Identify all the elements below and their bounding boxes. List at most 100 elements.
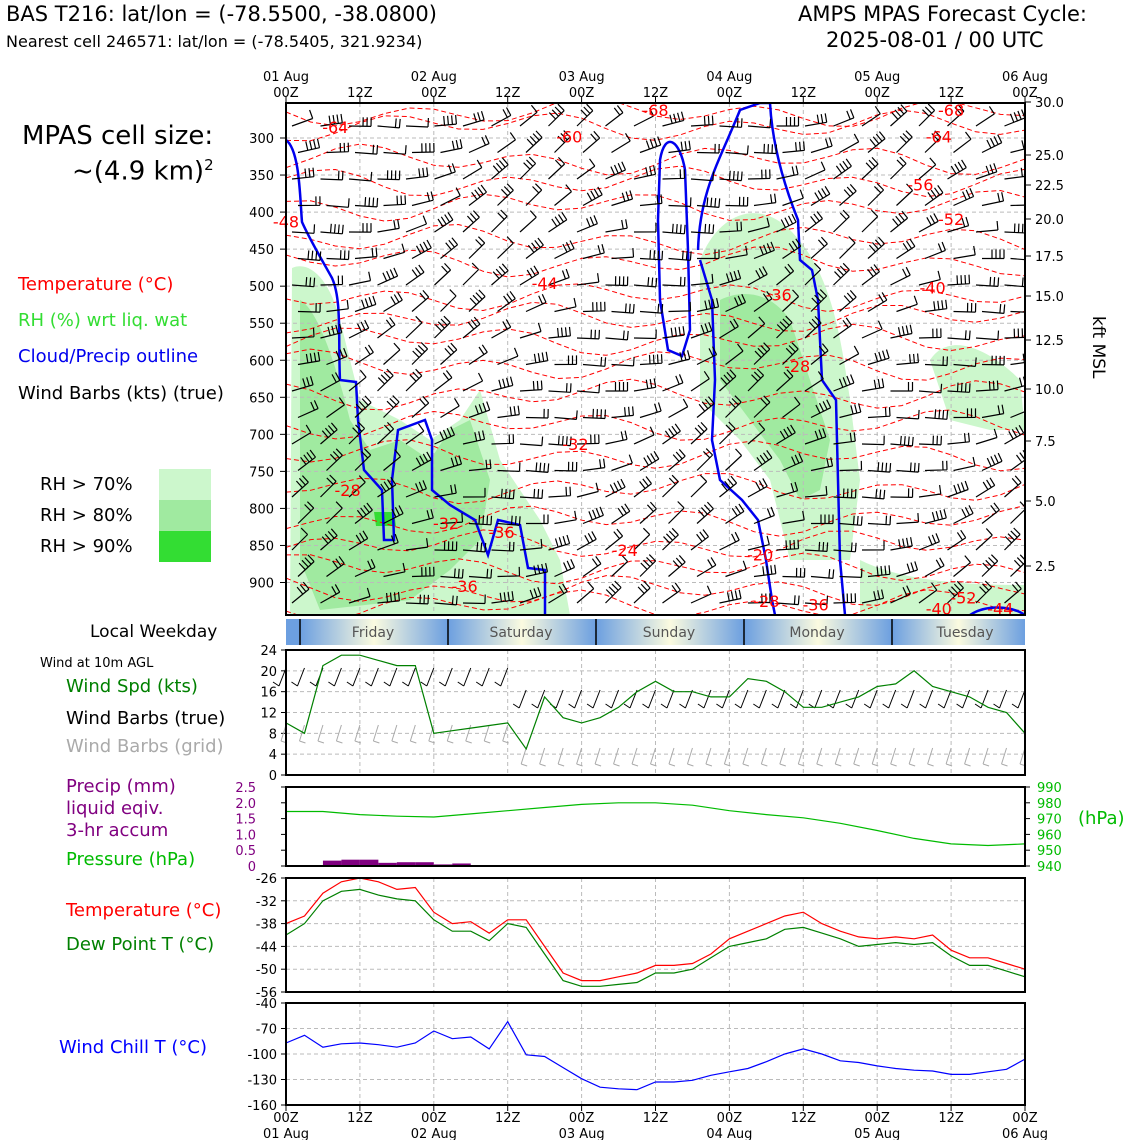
wind-barb xyxy=(525,237,544,259)
wind-barb xyxy=(924,557,945,578)
wind-barb-grid xyxy=(650,747,657,767)
top-hour-label: 12Z xyxy=(643,86,669,101)
wind-barb xyxy=(576,103,594,127)
wind-barb xyxy=(291,109,314,127)
wind-barb xyxy=(320,223,344,235)
wind-barb xyxy=(861,105,881,127)
wind-barb xyxy=(291,376,314,392)
wind-barb xyxy=(633,329,657,340)
wind-barb xyxy=(776,481,799,498)
bottom-hour-label: 12Z xyxy=(791,1111,817,1126)
legend-rh90: RH > 90% xyxy=(40,536,133,557)
wind-barb xyxy=(719,475,738,498)
rh90-region xyxy=(374,512,396,526)
wind-barb xyxy=(519,322,542,339)
wind-barb-true xyxy=(826,689,841,709)
wind-barb xyxy=(804,262,822,286)
wind-barb xyxy=(867,131,886,153)
weekday-cell-partial xyxy=(286,619,300,645)
wind-barb xyxy=(462,542,487,553)
wind-barb xyxy=(890,435,914,447)
legend-pressure: Pressure (hPa) xyxy=(66,849,196,870)
wind-barb-true xyxy=(771,689,786,709)
wind-barb xyxy=(297,400,319,419)
wind-barb xyxy=(867,292,888,313)
wind-barb xyxy=(582,130,601,153)
wind-barb xyxy=(918,485,942,498)
wind-barb xyxy=(662,169,686,180)
weekday-cell xyxy=(300,619,448,645)
wind-barb xyxy=(411,342,429,365)
wind-barb xyxy=(519,488,544,499)
wind-barb xyxy=(924,356,948,367)
wind-barb xyxy=(975,580,993,604)
wind-barb xyxy=(804,113,828,127)
wind-barb xyxy=(639,303,664,314)
legend-rh70: RH > 70% xyxy=(40,474,133,495)
wind-barb xyxy=(320,422,338,445)
wind-barb xyxy=(1004,277,1025,288)
wind-barb xyxy=(725,145,749,155)
top-hour-label: 12Z xyxy=(938,86,964,101)
wind-barb-grid xyxy=(576,747,583,767)
wind-barb xyxy=(747,316,766,339)
wind-barb xyxy=(525,562,549,578)
wind-barb xyxy=(839,460,863,472)
wind-barb-true xyxy=(586,689,601,709)
wind-barb-grid xyxy=(890,747,897,767)
wind-barb xyxy=(690,529,709,551)
wind-barb xyxy=(776,165,799,180)
isotherm-line xyxy=(286,473,1025,505)
wind-barb xyxy=(377,118,401,129)
wind-barb xyxy=(1004,167,1025,180)
wind-barb xyxy=(582,186,603,207)
isotherm-label: -52 xyxy=(938,210,964,229)
legend-swatch-rh80 xyxy=(159,500,211,531)
wind-barb xyxy=(405,215,428,233)
wind-barb xyxy=(440,568,464,579)
wind-barb xyxy=(861,378,885,392)
wind-barb xyxy=(861,435,885,446)
wind-barb xyxy=(839,184,857,206)
wind-barb xyxy=(548,583,568,604)
wind-barb xyxy=(918,157,937,180)
wind-barb-true xyxy=(919,689,934,709)
top-hour-label: 00Z xyxy=(717,86,743,101)
wind-barb xyxy=(462,487,486,498)
wind-barb xyxy=(405,538,429,551)
pressure-tick-label: 300 xyxy=(249,132,274,147)
wind-barb xyxy=(918,270,941,286)
wind-barb xyxy=(867,349,890,366)
wind-barb xyxy=(896,238,916,260)
wind-barb-true xyxy=(660,689,675,709)
wind-barb xyxy=(753,564,777,578)
top-hour-label: 12Z xyxy=(791,86,817,101)
wind-barb xyxy=(582,244,605,260)
wind-barb xyxy=(611,248,635,260)
wind-barb xyxy=(690,421,708,445)
wind-barb xyxy=(462,159,483,180)
wind-barb xyxy=(354,295,377,313)
wind-barb xyxy=(383,505,404,525)
pressure-tick-label: 990 xyxy=(1037,781,1062,796)
wind-barb xyxy=(633,277,658,288)
wind-barb xyxy=(719,421,736,445)
wind-barb xyxy=(975,330,1000,341)
wind-barb xyxy=(411,509,434,525)
wind-barb xyxy=(896,462,920,473)
wind-barb xyxy=(554,130,571,153)
legend-rh80: RH > 80% xyxy=(40,505,133,526)
wind-barb xyxy=(576,273,600,286)
isotherm-label: -68 xyxy=(938,101,964,120)
wind-barb xyxy=(833,262,850,286)
cloud-outline xyxy=(969,606,1025,615)
wind-barb xyxy=(662,326,685,339)
wind-barb xyxy=(896,561,919,578)
rh70-region xyxy=(860,560,1025,615)
wind-barb xyxy=(291,424,312,445)
wind-barb xyxy=(411,239,432,260)
wind-barb xyxy=(548,103,565,127)
wind-barb xyxy=(947,432,970,445)
isotherm-label: -36 xyxy=(766,285,792,304)
